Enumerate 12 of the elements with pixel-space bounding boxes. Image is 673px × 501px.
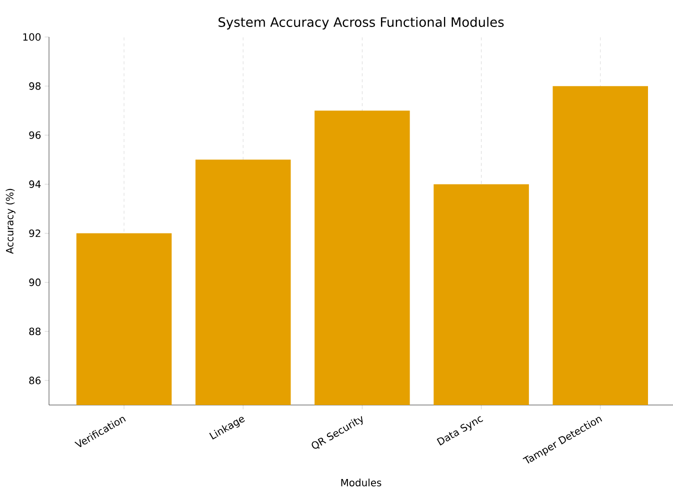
y-tick-label: 100: [23, 33, 41, 41]
chart-title: System Accuracy Across Functional Modules: [218, 16, 504, 30]
x-axis-title: Modules: [341, 478, 382, 486]
y-tick-label: 90: [29, 278, 41, 286]
y-tick-label: 94: [29, 180, 41, 188]
x-tick-label: Data Sync: [436, 416, 484, 446]
y-tick-label: 92: [29, 229, 40, 238]
y-tick-label: 86: [29, 376, 41, 384]
y-tick-label: 88: [29, 328, 41, 336]
y-tick-label: 98: [29, 82, 41, 90]
y-tick-label: 96: [29, 131, 41, 139]
y-axis-title: Accuracy (%): [6, 188, 16, 254]
